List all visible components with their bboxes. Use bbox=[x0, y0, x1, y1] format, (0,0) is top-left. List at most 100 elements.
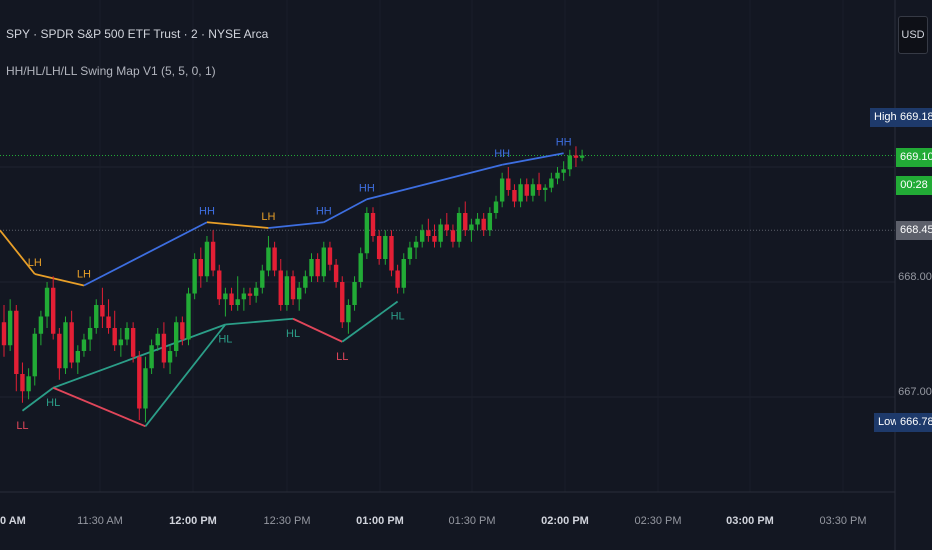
candle bbox=[7, 299, 13, 351]
swing-line bbox=[268, 221, 324, 229]
candle-body bbox=[444, 224, 449, 231]
candle-body bbox=[124, 328, 130, 340]
candle bbox=[112, 310, 117, 351]
candle bbox=[352, 276, 357, 311]
candle bbox=[413, 236, 419, 259]
candle bbox=[229, 287, 234, 311]
candle bbox=[395, 264, 400, 294]
candle bbox=[340, 276, 345, 328]
time-axis-label: 11:30 AM bbox=[77, 515, 123, 527]
candle bbox=[420, 224, 425, 248]
candle bbox=[438, 218, 443, 248]
candle-body bbox=[358, 253, 363, 282]
candle bbox=[87, 316, 93, 351]
candle bbox=[456, 207, 462, 248]
candle bbox=[63, 316, 68, 374]
swing-label-hl: HL bbox=[218, 334, 232, 346]
candle bbox=[57, 328, 62, 380]
candle-body bbox=[481, 218, 486, 231]
candle-body bbox=[370, 213, 376, 236]
currency-button[interactable]: USD bbox=[898, 16, 928, 54]
candle bbox=[549, 172, 554, 193]
candle-body bbox=[315, 259, 320, 277]
candle bbox=[223, 287, 228, 317]
candle-body bbox=[241, 293, 247, 300]
candle bbox=[444, 213, 449, 236]
candle-body bbox=[69, 322, 74, 363]
time-axis-label: 01:30 PM bbox=[448, 515, 496, 527]
candle-body bbox=[26, 376, 31, 392]
candle-body bbox=[499, 178, 505, 202]
low-tag-label: Low bbox=[874, 413, 903, 432]
candle bbox=[186, 287, 191, 346]
candle-body bbox=[174, 322, 179, 351]
candle bbox=[118, 328, 124, 357]
candle bbox=[284, 270, 290, 311]
candle bbox=[192, 253, 197, 300]
candle-body bbox=[561, 169, 566, 173]
time-axis-label: 03:30 PM bbox=[819, 515, 867, 527]
candle bbox=[561, 161, 566, 181]
candle-body bbox=[450, 230, 456, 242]
candle-body bbox=[506, 178, 511, 190]
candle bbox=[567, 149, 572, 177]
candle-body bbox=[438, 224, 443, 242]
symbol-title[interactable]: SPY · SPDR S&P 500 ETF Trust · 2 · NYSE … bbox=[6, 27, 269, 41]
candle-body bbox=[161, 333, 167, 363]
candle bbox=[543, 184, 548, 202]
candle bbox=[14, 305, 19, 392]
candle bbox=[524, 178, 529, 202]
candle bbox=[81, 333, 87, 357]
candle bbox=[370, 207, 376, 242]
candle-body bbox=[376, 236, 382, 259]
candle-body bbox=[401, 259, 406, 288]
last-price-tag: 669.10 bbox=[896, 148, 932, 167]
swing-line bbox=[52, 386, 146, 428]
candle bbox=[100, 287, 105, 328]
candle bbox=[518, 178, 523, 208]
swing-label-ll: LL bbox=[336, 351, 348, 363]
candle bbox=[180, 316, 185, 346]
candle bbox=[469, 218, 474, 242]
time-axis-label: 03:00 PM bbox=[726, 515, 774, 527]
candle bbox=[530, 178, 536, 202]
candle bbox=[297, 282, 302, 311]
swing-line bbox=[206, 221, 269, 229]
candle bbox=[247, 287, 253, 305]
swing-label-lh: LH bbox=[77, 269, 91, 281]
time-axis-label: 12:30 PM bbox=[263, 515, 311, 527]
candle-body bbox=[333, 264, 339, 282]
candle bbox=[321, 241, 326, 282]
candle-body bbox=[278, 270, 283, 305]
candle bbox=[260, 264, 265, 294]
candle-body bbox=[518, 184, 523, 202]
candle-body bbox=[555, 172, 560, 179]
candle-body bbox=[413, 241, 419, 248]
candle-body bbox=[327, 247, 333, 265]
price-axis-label-667: 667.00 bbox=[898, 386, 932, 398]
swing-label-lh: LH bbox=[28, 257, 42, 269]
swing-line bbox=[34, 273, 85, 287]
candle bbox=[272, 241, 277, 277]
candle-body bbox=[44, 287, 50, 317]
candle-body bbox=[57, 333, 62, 369]
swing-label-ll: LL bbox=[16, 420, 28, 432]
candle bbox=[376, 230, 382, 265]
candles bbox=[1, 146, 585, 423]
candle bbox=[130, 322, 136, 363]
candle bbox=[383, 230, 388, 265]
candle-body bbox=[247, 293, 253, 296]
high-tag-label: High bbox=[870, 108, 901, 127]
candle-body bbox=[112, 328, 117, 346]
candle-body bbox=[235, 299, 240, 305]
indicator-legend[interactable]: HH/HL/LH/LL Swing Map V1 (5, 5, 0, 1) bbox=[6, 64, 216, 78]
candle-body bbox=[217, 270, 222, 300]
candle bbox=[364, 207, 370, 259]
swing-label-hl: HL bbox=[46, 397, 60, 409]
candle bbox=[499, 172, 505, 208]
candle-body bbox=[524, 184, 529, 196]
candle bbox=[106, 299, 111, 334]
swing-label-hh: HH bbox=[494, 148, 510, 160]
